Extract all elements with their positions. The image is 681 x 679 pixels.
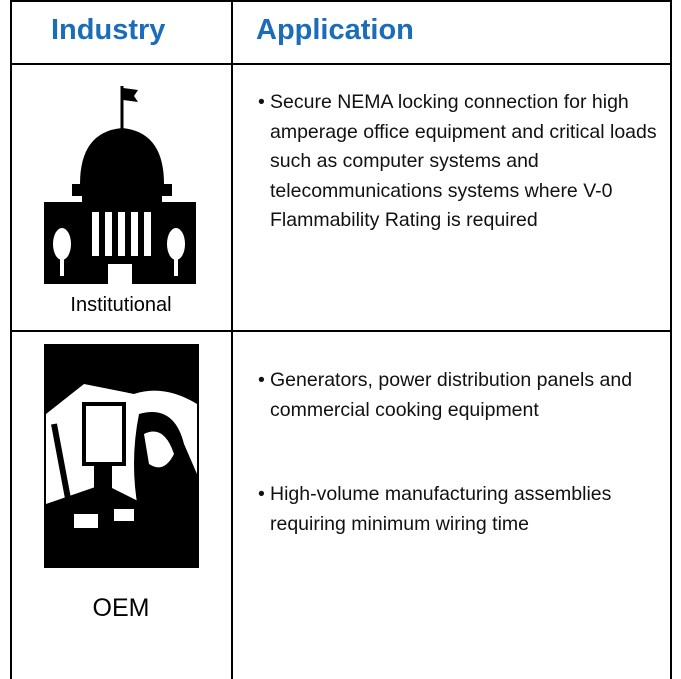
border	[231, 0, 233, 679]
header-industry: Industry	[51, 14, 166, 46]
header-application: Application	[256, 14, 414, 46]
border	[10, 0, 672, 2]
oem-icon	[44, 344, 199, 568]
application-item: High-volume manufacturing assemblies req…	[258, 480, 665, 539]
application-item: Secure NEMA locking connection for high …	[258, 88, 665, 236]
industry-label: Institutional	[70, 294, 172, 316]
capitol-icon	[44, 86, 196, 284]
application-item: Generators, power distribution panels an…	[258, 366, 665, 425]
border	[10, 0, 12, 679]
border	[670, 0, 672, 679]
industry-label: OEM	[92, 594, 150, 622]
border	[10, 330, 672, 332]
border	[10, 63, 672, 65]
